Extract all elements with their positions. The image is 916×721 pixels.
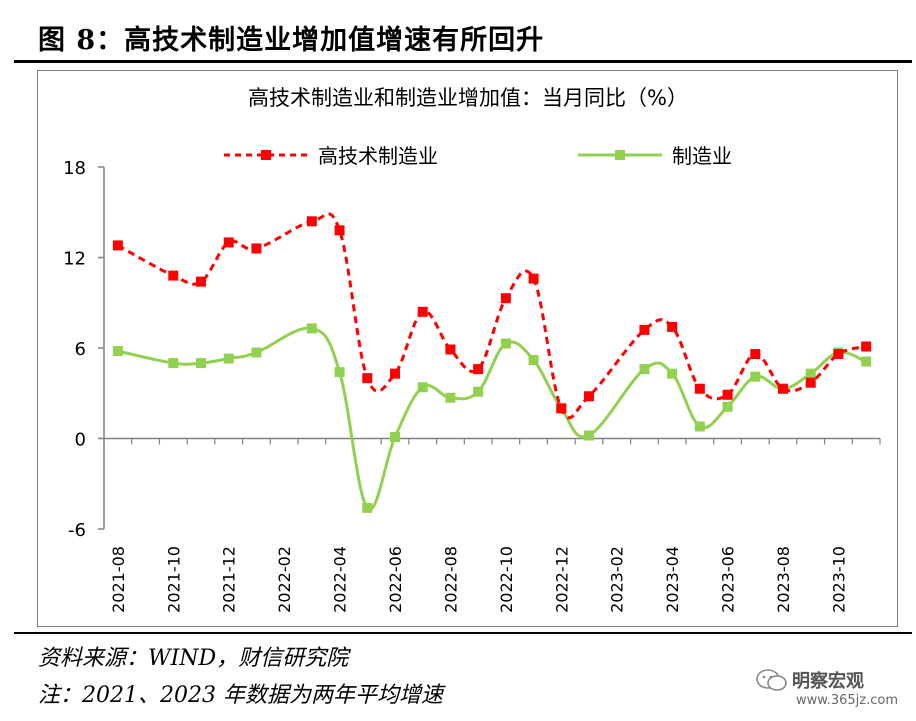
watermark-url: www.365jz.com (796, 693, 898, 708)
y-tick-label: 6 (75, 339, 86, 360)
data-point-manufacturing (805, 368, 816, 379)
data-point-high-tech (168, 270, 179, 281)
data-point-manufacturing (500, 338, 511, 349)
x-tick-label: 2022-04 (331, 546, 350, 613)
x-tick-label: 2021-10 (164, 546, 183, 613)
data-point-high-tech (667, 321, 678, 332)
data-point-high-tech (528, 273, 539, 284)
data-point-high-tech (334, 225, 345, 236)
y-axis: -6 0 6 12 18 (63, 158, 105, 541)
detail-note: 注：2021、2023 年数据为两年平均增速 (38, 683, 443, 708)
data-point-high-tech (805, 377, 816, 388)
data-point-high-tech (500, 293, 511, 304)
data-point-manufacturing (445, 392, 456, 403)
legend: 高技术制造业 制造业 (224, 144, 732, 168)
data-point-manufacturing (528, 355, 539, 366)
y-tick-label: -6 (68, 520, 86, 541)
x-tick-label: 2022-06 (386, 546, 405, 613)
top-rule (14, 60, 912, 63)
y-tick-label: 12 (63, 249, 86, 270)
series-layer (112, 212, 872, 513)
x-tick-label: 2023-08 (774, 546, 793, 613)
x-axis: 2021-08 2021-10 2021-12 2022-02 2022-04 2022-… (103, 437, 881, 613)
data-point-high-tech (639, 324, 650, 335)
legend-label-high-tech: 高技术制造业 (318, 144, 438, 168)
data-point-high-tech (417, 306, 428, 317)
data-point-high-tech (390, 368, 400, 379)
data-point-manufacturing (334, 367, 345, 378)
data-point-high-tech (556, 403, 567, 414)
data-point-manufacturing (168, 358, 179, 369)
data-point-manufacturing (306, 323, 317, 334)
data-point-high-tech (223, 237, 234, 248)
data-point-high-tech (112, 240, 123, 251)
data-point-high-tech (778, 383, 788, 394)
legend-label-manufacturing: 制造业 (672, 144, 732, 168)
data-point-high-tech (833, 349, 844, 360)
data-point-high-tech (584, 391, 594, 402)
figure-title: 图 8：高技术制造业增加值增速有所回升 (38, 25, 545, 56)
legend-marker-high-tech (261, 150, 271, 160)
data-point-manufacturing (196, 358, 206, 369)
legend-marker-manufacturing (615, 150, 625, 160)
data-point-high-tech (861, 341, 872, 352)
y-tick-label: 0 (75, 430, 86, 451)
x-tick-label: 2022-12 (552, 546, 571, 613)
bottom-rule (14, 632, 912, 634)
legend-item-high-tech: 高技术制造业 (224, 144, 438, 168)
x-tick-label: 2023-02 (608, 546, 627, 613)
data-point-high-tech (251, 243, 262, 254)
wechat-icon (756, 669, 787, 691)
data-point-manufacturing (861, 356, 872, 367)
data-point-high-tech (473, 364, 484, 375)
data-point-high-tech (306, 216, 317, 227)
x-tick-label: 2022-10 (497, 546, 516, 613)
data-point-manufacturing (722, 401, 733, 412)
line-chart: 高技术制造业和制造业增加值：当月同比（%） 高技术制造业 制造业 -6 0 6 12 1… (63, 86, 881, 613)
data-point-high-tech (722, 389, 733, 400)
x-tick-label: 2023-04 (663, 546, 682, 613)
x-tick-label: 2021-12 (220, 546, 239, 613)
data-point-high-tech (445, 344, 456, 355)
data-point-manufacturing (362, 502, 373, 513)
data-point-manufacturing (251, 347, 262, 358)
data-point-manufacturing (390, 431, 400, 442)
x-tick-label: 2021-08 (109, 546, 128, 613)
source-note: 资料来源：WIND，财信研究院 (38, 646, 349, 671)
data-point-manufacturing (417, 382, 428, 393)
data-point-manufacturing (223, 353, 234, 364)
data-point-manufacturing (473, 386, 484, 397)
y-tick-label: 18 (63, 158, 86, 179)
data-point-high-tech (750, 349, 761, 360)
data-point-manufacturing (667, 368, 678, 379)
x-tick-label: 2023-10 (829, 546, 848, 613)
watermark-name: 明察宏观 (792, 671, 864, 692)
data-point-high-tech (362, 373, 373, 384)
x-tick-label: 2023-06 (719, 546, 738, 613)
watermark: 明察宏观 www.365jz.com (756, 665, 906, 713)
x-tick-label: 2022-02 (275, 546, 294, 613)
data-point-manufacturing (639, 364, 650, 375)
legend-item-manufacturing: 制造业 (578, 144, 732, 168)
data-point-manufacturing (584, 430, 594, 441)
data-point-manufacturing (694, 421, 705, 432)
data-point-manufacturing (112, 346, 123, 357)
data-point-high-tech (694, 383, 705, 394)
data-point-high-tech (196, 276, 206, 287)
chart-frame: 高技术制造业和制造业增加值：当月同比（%） 高技术制造业 制造业 -6 0 6 12 1… (37, 70, 898, 627)
chart-title: 高技术制造业和制造业增加值：当月同比（%） (248, 86, 688, 110)
data-point-manufacturing (750, 371, 761, 382)
x-tick-label: 2022-08 (441, 546, 460, 613)
